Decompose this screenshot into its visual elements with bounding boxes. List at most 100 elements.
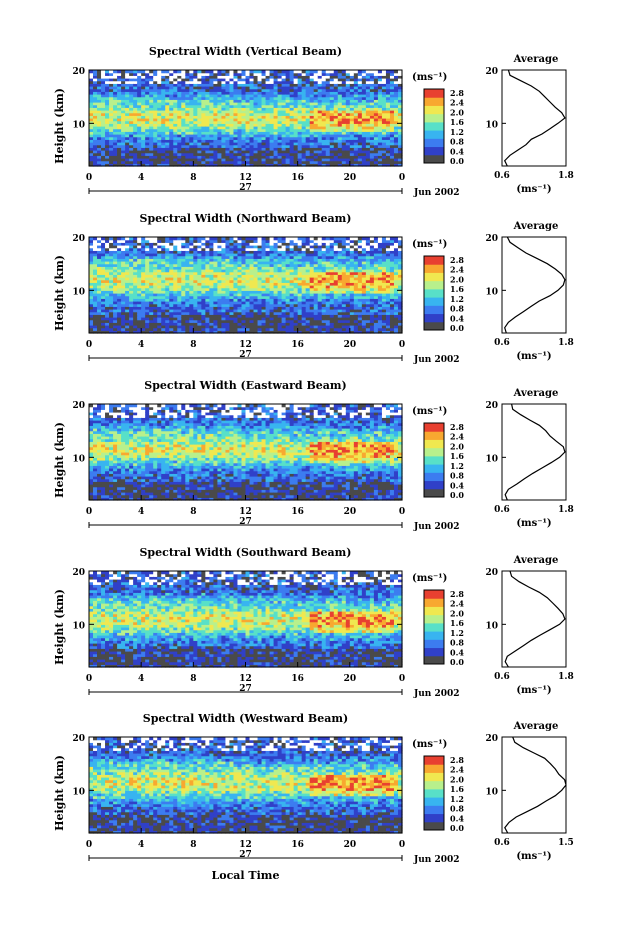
heatmap-cell: [173, 239, 178, 243]
heatmap-cell: [389, 83, 395, 87]
heatmap-cell: [181, 158, 186, 162]
heatmap-cell: [173, 327, 178, 331]
heatmap-cell: [297, 314, 303, 318]
heatmap-cell: [93, 115, 98, 119]
heatmap-cell: [389, 86, 395, 90]
heatmap-cell: [257, 83, 263, 87]
heatmap-cell: [225, 115, 231, 119]
heatmap-cell: [217, 152, 223, 156]
heatmap-cell: [281, 72, 287, 76]
heatmap-cell: [265, 152, 271, 156]
heatmap-cell: [273, 150, 279, 154]
heatmap-cell: [313, 160, 319, 164]
heatmap-cell: [289, 83, 295, 87]
heatmap-cell: [253, 128, 259, 132]
heatmap-cell: [209, 293, 214, 297]
heatmap-cell: [361, 134, 367, 138]
heatmap-cell: [349, 70, 355, 74]
heatmap-cell: [309, 128, 315, 132]
heatmap-cell: [325, 325, 331, 329]
heatmap-cell: [257, 317, 263, 321]
heatmap-cell: [221, 147, 227, 151]
heatmap-cell: [181, 242, 186, 246]
heatmap-cell: [93, 78, 98, 82]
heatmap-cell: [281, 266, 287, 270]
heatmap-cell: [89, 94, 94, 98]
heatmap-cell: [317, 274, 323, 278]
heatmap-cell: [89, 279, 94, 283]
heatmap-cell: [213, 70, 219, 74]
heatmap-cell: [261, 319, 267, 323]
heatmap-cell: [161, 102, 166, 106]
heatmap-cell: [273, 126, 279, 130]
heatmap-cell: [309, 144, 315, 148]
heatmap-cell: [285, 245, 291, 249]
heatmap-cell: [289, 112, 295, 116]
heatmap-cell: [341, 88, 347, 92]
heatmap-cell: [125, 250, 130, 254]
heatmap-cell: [189, 255, 194, 259]
heatmap-cell: [157, 319, 162, 323]
heatmap-cell: [105, 112, 110, 116]
heatmap-cell: [241, 86, 247, 90]
heatmap-cell: [97, 255, 102, 259]
heatmap-cell: [205, 295, 210, 299]
heatmap-cell: [209, 107, 214, 111]
heatmap-cell: [309, 266, 315, 270]
heatmap-cell: [333, 150, 339, 154]
heatmap-cell: [313, 83, 319, 87]
heatmap-cell: [113, 247, 118, 251]
heatmap-cell: [173, 110, 178, 114]
heatmap-cell: [209, 110, 214, 114]
heatmap-cell: [353, 94, 359, 98]
heatmap-cell: [169, 261, 174, 265]
heatmap-cell: [145, 258, 150, 262]
heatmap-cell: [293, 147, 299, 151]
heatmap-cell: [153, 311, 158, 315]
heatmap-cell: [105, 237, 110, 241]
heatmap-cell: [349, 107, 355, 111]
heatmap-cell: [101, 239, 106, 243]
heatmap-cell: [213, 261, 219, 265]
heatmap-cell: [285, 330, 291, 334]
heatmap-cell: [317, 309, 323, 313]
heatmap-cell: [217, 269, 223, 273]
heatmap-cell: [181, 253, 186, 257]
heatmap-cell: [193, 163, 198, 167]
heatmap-cell: [253, 303, 259, 307]
heatmap-cell: [333, 160, 339, 164]
heatmap-cell: [201, 115, 206, 119]
heatmap-cell: [221, 99, 227, 103]
heatmap-cell: [137, 309, 142, 313]
heatmap-cell: [117, 96, 122, 100]
heatmap-cell: [313, 253, 319, 257]
heatmap-cell: [145, 131, 150, 135]
heatmap-cell: [289, 250, 295, 254]
heatmap-cell: [285, 118, 291, 122]
heatmap-cell: [173, 301, 178, 305]
heatmap-cell: [229, 91, 235, 95]
heatmap-cell: [269, 330, 275, 334]
heatmap-cell: [293, 107, 299, 111]
heatmap-cell: [257, 306, 263, 310]
heatmap-cell: [317, 293, 323, 297]
heatmap-cell: [193, 102, 198, 106]
heatmap-cell: [129, 239, 134, 243]
heatmap-cell: [213, 163, 219, 167]
heatmap-cell: [369, 134, 375, 138]
heatmap-cell: [153, 96, 158, 100]
heatmap-cell: [209, 70, 214, 74]
heatmap-cell: [233, 301, 239, 305]
heatmap-cell: [357, 152, 363, 156]
heatmap-cell: [397, 70, 403, 74]
heatmap-cell: [117, 70, 122, 74]
heatmap-cell: [89, 306, 94, 310]
heatmap-cell: [129, 290, 134, 294]
heatmap-cell: [353, 102, 359, 106]
heatmap-cell: [225, 303, 231, 307]
heatmap-cell: [257, 72, 263, 76]
heatmap-cell: [229, 118, 235, 122]
heatmap-cell: [241, 255, 247, 259]
heatmap-cell: [313, 78, 319, 82]
heatmap-cell: [201, 255, 206, 259]
